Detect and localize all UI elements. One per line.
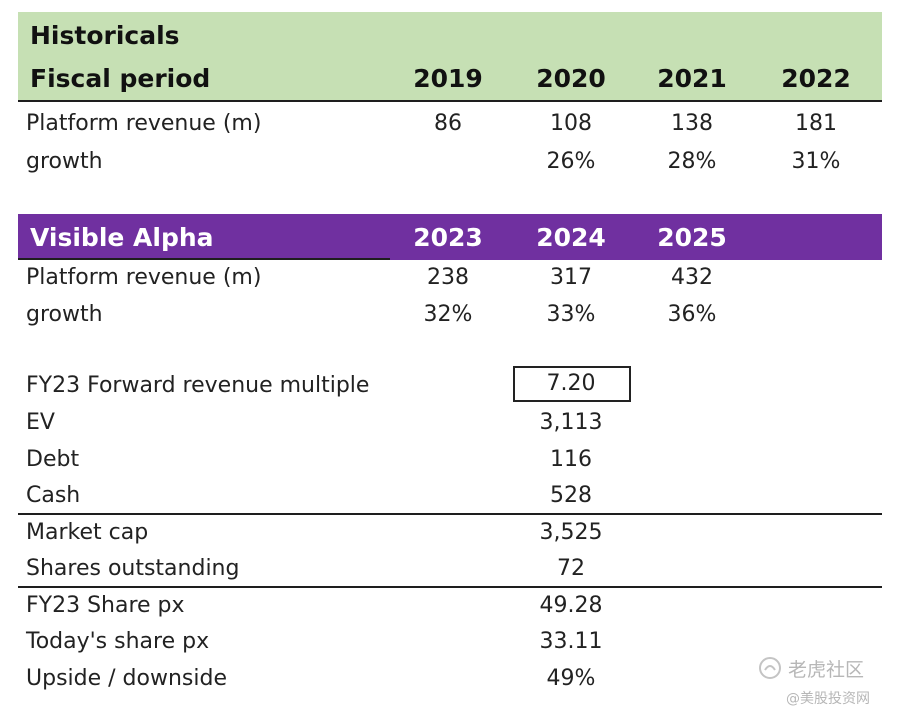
va-revenue-2023: 238 bbox=[427, 265, 469, 290]
va-growth-label: growth bbox=[26, 302, 103, 327]
cash-label: Cash bbox=[26, 483, 81, 508]
watermark-handle: @美股投资网 bbox=[786, 691, 870, 707]
hist-growth-label: growth bbox=[26, 149, 103, 174]
watermark-brand: 老虎社区 bbox=[788, 659, 865, 681]
visible-alpha-title: Visible Alpha bbox=[30, 223, 214, 252]
va-revenue-2025: 432 bbox=[671, 265, 713, 290]
today-px-label: Today's share px bbox=[26, 629, 210, 654]
divider-market-cap bbox=[18, 513, 882, 515]
fy23-px-label: FY23 Share px bbox=[26, 593, 185, 618]
hist-revenue-2020: 108 bbox=[550, 111, 592, 136]
fiscal-period-label: Fiscal period bbox=[30, 64, 211, 93]
hist-revenue-2019: 86 bbox=[434, 111, 462, 136]
ev-value: 3,113 bbox=[539, 410, 603, 435]
hist-growth-2021: 28% bbox=[667, 149, 717, 174]
ev-label: EV bbox=[26, 410, 55, 435]
va-revenue-2024: 317 bbox=[550, 265, 592, 290]
today-px-value: 33.11 bbox=[539, 629, 603, 654]
va-growth-2024: 33% bbox=[546, 302, 596, 327]
hist-growth-2022: 31% bbox=[791, 149, 841, 174]
va-growth-2025: 36% bbox=[667, 302, 717, 327]
visible-alpha-header bbox=[18, 214, 882, 260]
year-header-2022: 2022 bbox=[781, 64, 851, 93]
va-growth-2023: 32% bbox=[423, 302, 473, 327]
market-cap-label: Market cap bbox=[26, 520, 149, 545]
hist-revenue-label: Platform revenue (m) bbox=[26, 111, 262, 136]
shares-label: Shares outstanding bbox=[26, 556, 240, 581]
upside-value: 49% bbox=[546, 666, 596, 691]
multiple-input-box[interactable] bbox=[513, 366, 631, 402]
shares-value: 72 bbox=[557, 556, 585, 581]
tiger-logo-icon bbox=[758, 656, 782, 680]
year-header-2025: 2025 bbox=[657, 223, 727, 252]
cash-value: 528 bbox=[550, 483, 592, 508]
multiple-label: FY23 Forward revenue multiple bbox=[26, 373, 370, 398]
market-cap-value: 3,525 bbox=[539, 520, 603, 545]
va-revenue-label: Platform revenue (m) bbox=[26, 265, 262, 290]
debt-label: Debt bbox=[26, 447, 80, 472]
multiple-value[interactable]: 7.20 bbox=[546, 371, 596, 396]
historicals-title: Historicals bbox=[30, 21, 180, 50]
debt-value: 116 bbox=[550, 447, 592, 472]
year-header-2024: 2024 bbox=[536, 223, 606, 252]
visible-alpha-underline bbox=[18, 258, 390, 260]
upside-label: Upside / downside bbox=[26, 666, 227, 691]
hist-growth-2020: 26% bbox=[546, 149, 596, 174]
year-header-2019: 2019 bbox=[413, 64, 483, 93]
year-header-2023: 2023 bbox=[413, 223, 483, 252]
divider-share-px bbox=[18, 586, 882, 588]
fy23-px-value: 49.28 bbox=[539, 593, 603, 618]
hist-revenue-2022: 181 bbox=[795, 111, 837, 136]
year-header-2021: 2021 bbox=[657, 64, 727, 93]
hist-revenue-2021: 138 bbox=[671, 111, 713, 136]
year-header-2020: 2020 bbox=[536, 64, 606, 93]
historicals-header bbox=[18, 12, 882, 102]
